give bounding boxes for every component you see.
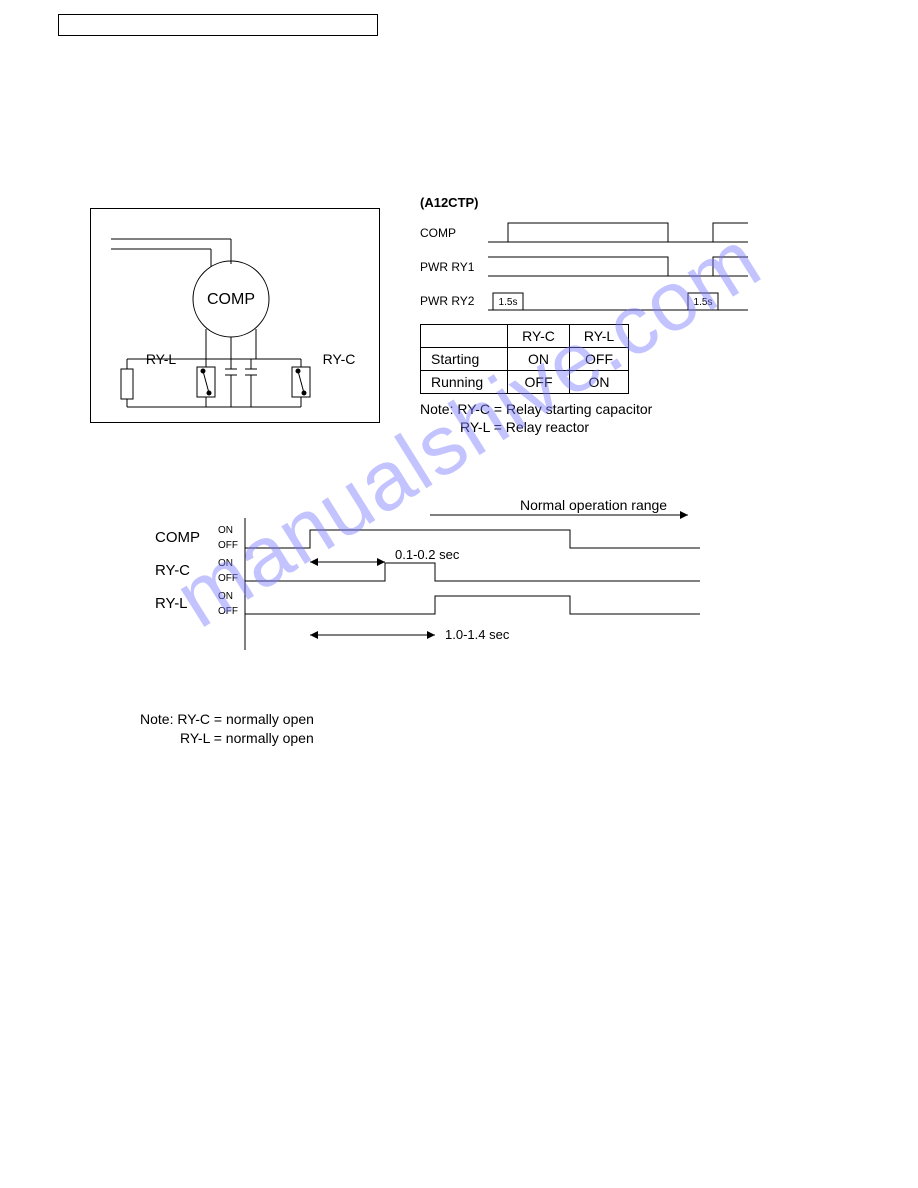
table-row: Running OFF ON	[421, 371, 629, 394]
t-ryc-off: OFF	[218, 573, 238, 584]
td-start-ryc: ON	[508, 348, 570, 371]
sig-pwr1-svg	[488, 254, 748, 280]
circuit-svg: COMP RY-L RY-C	[91, 209, 379, 422]
td-start-ryl: OFF	[569, 348, 628, 371]
t-comp-label: COMP	[155, 529, 200, 546]
td-run: Running	[421, 371, 508, 394]
sig-label-pwr2: PWR RY2	[420, 294, 488, 308]
header-box	[58, 14, 378, 36]
signal-pwr1: PWR RY1	[420, 254, 800, 280]
note2-l1: Note: RY-C = normally open	[140, 711, 314, 727]
table-header-row: RY-C RY-L	[421, 325, 629, 348]
note1-l1: Note: RY-C = Relay starting capacitor	[420, 401, 652, 417]
signal-pwr2: PWR RY2 1.5s 1.5s	[420, 288, 800, 314]
td-start: Starting	[421, 348, 508, 371]
sig-label-comp: COMP	[420, 226, 488, 240]
delay1: 1.5s	[499, 297, 518, 308]
t-comp-on: ON	[218, 525, 233, 536]
model-label: (A12CTP)	[420, 195, 800, 210]
signal-comp: COMP	[420, 220, 800, 246]
ryc-label: RY-C	[323, 351, 356, 367]
note1-l2: RY-L = Relay reactor	[460, 419, 589, 435]
circuit-diagram: COMP RY-L RY-C	[90, 208, 380, 423]
note2: Note: RY-C = normally open RY-L = normal…	[140, 710, 314, 748]
relay-table: RY-C RY-L Starting ON OFF Running OFF ON	[420, 324, 629, 394]
d1: 0.1-0.2 sec	[395, 547, 460, 562]
th-ryl: RY-L	[569, 325, 628, 348]
t-ryc-label: RY-C	[155, 562, 190, 579]
ryl-label: RY-L	[146, 351, 177, 367]
d2: 1.0-1.4 sec	[445, 627, 510, 642]
th-ryc: RY-C	[508, 325, 570, 348]
t-ryl-off: OFF	[218, 606, 238, 617]
timing-svg: Normal operation range COMP ON OFF RY-C …	[140, 500, 710, 680]
td-run-ryc: OFF	[508, 371, 570, 394]
delay2: 1.5s	[694, 297, 713, 308]
note2-l2: RY-L = normally open	[180, 730, 314, 746]
sig-label-pwr1: PWR RY1	[420, 260, 488, 274]
comp-label: COMP	[207, 291, 255, 308]
t-ryl-label: RY-L	[155, 595, 188, 612]
t-comp-off: OFF	[218, 540, 238, 551]
td-run-ryl: ON	[569, 371, 628, 394]
t-ryc-on: ON	[218, 558, 233, 569]
t-ryl-on: ON	[218, 591, 233, 602]
sig-comp-svg	[488, 220, 748, 246]
note1: Note: RY-C = Relay starting capacitor RY…	[420, 400, 800, 436]
table-row: Starting ON OFF	[421, 348, 629, 371]
right-block: (A12CTP) COMP PWR RY1 PWR RY2	[420, 195, 800, 436]
timing-chart: Normal operation range COMP ON OFF RY-C …	[140, 500, 710, 680]
sig-pwr2-svg: 1.5s 1.5s	[488, 288, 748, 314]
normal-range: Normal operation range	[520, 500, 667, 513]
th-blank	[421, 325, 508, 348]
